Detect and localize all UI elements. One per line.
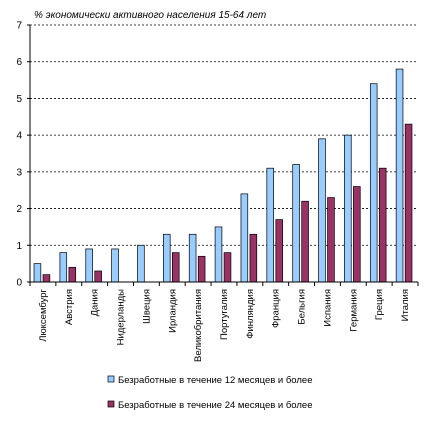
bar-series-24m	[94, 270, 102, 283]
bar-series-24m	[353, 186, 361, 283]
chart-subtitle: % экономически активного населения 15-64…	[34, 10, 266, 21]
bar-series-24m	[68, 266, 77, 283]
legend-swatch	[107, 400, 115, 408]
bar-series-12m	[344, 134, 352, 283]
bar-series-24m	[172, 252, 180, 283]
bar-series-12m	[240, 193, 249, 283]
bar-series-12m	[59, 252, 68, 283]
category-label: Италия	[400, 289, 411, 321]
category-labels: Люксембург Австрия Дания Нидерланды Швеция Ир…	[38, 288, 411, 361]
category-label: Австрия	[64, 289, 75, 325]
bar-series-24m	[275, 219, 283, 283]
category-label: Бельгия	[297, 289, 308, 325]
y-tick-label: 0	[16, 278, 22, 289]
y-tick-label: 7	[16, 21, 22, 32]
legend-swatch	[107, 375, 115, 383]
bar-series-12m	[266, 167, 274, 283]
bar-series-12m	[137, 244, 145, 283]
category-label: Португалия	[219, 289, 230, 340]
bars	[33, 68, 413, 283]
category-label: Великобритания	[193, 289, 204, 362]
bar-series-12m	[111, 248, 119, 283]
category-label: Люксембург	[38, 288, 49, 341]
legend-label: Безработные в течение 24 месяцев и более	[118, 400, 313, 411]
category-label: Финляндия	[245, 289, 256, 339]
legend: Безработные в течение 12 месяцев и более…	[107, 375, 313, 411]
bar-series-24m	[223, 252, 232, 283]
bar-series-12m	[33, 263, 42, 283]
bar-series-12m	[318, 138, 326, 283]
category-label: Швеция	[141, 289, 152, 324]
category-label: Дания	[90, 289, 101, 316]
category-label: Ирландия	[167, 289, 178, 333]
y-tick-label: 3	[16, 167, 22, 178]
bar-series-24m	[301, 200, 309, 283]
bar-series-12m	[395, 68, 404, 283]
gridlines	[30, 24, 418, 246]
y-tick-labels: 0 1 2 3 4 5 6 7	[16, 21, 22, 289]
bar-series-24m	[378, 167, 387, 283]
category-label: Нидерланды	[116, 289, 127, 346]
bar-series-24m	[42, 274, 51, 283]
bar-series-12m	[214, 226, 223, 283]
category-label: Испания	[322, 289, 333, 327]
bar-series-12m	[369, 83, 378, 283]
bar-series-24m	[327, 197, 335, 283]
bar-series-24m	[404, 123, 413, 283]
bar-series-24m	[197, 255, 206, 283]
y-tick-label: 5	[16, 94, 22, 105]
bar-series-12m	[163, 233, 171, 283]
bar-series-12m	[292, 164, 300, 283]
axes	[27, 24, 419, 286]
category-label: Греция	[374, 289, 385, 320]
bar-series-12m	[188, 233, 197, 283]
category-label: Франция	[271, 289, 282, 328]
bar-series-24m	[249, 233, 258, 283]
y-tick-label: 2	[16, 204, 22, 215]
category-label: Германия	[348, 289, 359, 332]
y-tick-label: 6	[16, 57, 22, 68]
y-tick-label: 1	[16, 241, 22, 252]
legend-label: Безработные в течение 12 месяцев и более	[118, 375, 313, 386]
bar-series-12m	[85, 248, 93, 283]
y-tick-label: 4	[16, 131, 22, 142]
